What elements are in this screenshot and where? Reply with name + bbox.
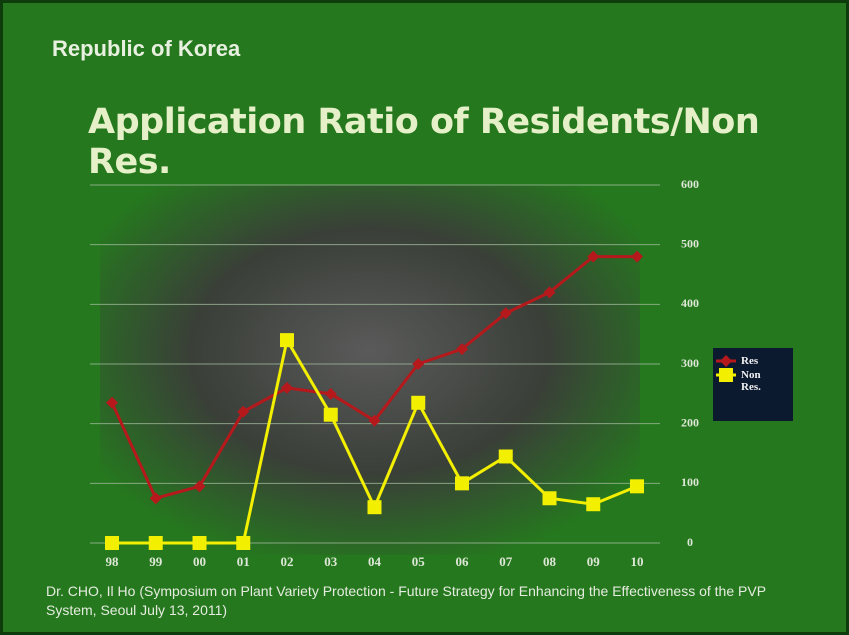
data-point [236, 536, 251, 550]
data-point [149, 492, 162, 505]
x-tick-label: 99 [149, 554, 163, 569]
data-point [368, 414, 381, 427]
y-tick-label: 300 [681, 356, 699, 370]
data-point [455, 476, 469, 491]
data-point [367, 500, 382, 515]
x-tick-label: 01 [237, 554, 250, 569]
subtitle: Republic of Korea [52, 36, 241, 61]
x-tick-label: 00 [193, 554, 206, 569]
chart-title: Application Ratio of Residents/Non Res. [88, 102, 760, 182]
data-point [193, 480, 206, 493]
x-tick-label: 04 [368, 554, 382, 569]
legend-label: Res [741, 355, 759, 367]
data-point [412, 358, 425, 370]
legend-marker [720, 355, 732, 367]
legend: Res Non Res. [713, 348, 793, 421]
data-point [105, 536, 119, 550]
data-point [148, 536, 163, 550]
data-point [192, 536, 207, 550]
x-tick-label: 03 [324, 554, 338, 569]
legend-marker [719, 368, 733, 382]
y-tick-label: 600 [681, 177, 699, 191]
data-point [543, 286, 556, 299]
data-point [237, 405, 250, 418]
data-point [106, 396, 118, 409]
data-point [630, 479, 644, 494]
data-point [323, 407, 338, 422]
y-tick-label: 0 [687, 535, 693, 549]
y-tick-label: 400 [681, 296, 699, 310]
x-tick-label: 06 [456, 554, 470, 569]
x-tick-label: 98 [106, 554, 120, 569]
data-point [631, 250, 643, 263]
data-point [542, 491, 557, 506]
data-point [280, 333, 294, 348]
legend-keys [716, 355, 736, 382]
legend-label: Non Res. [741, 369, 761, 393]
data-point [456, 343, 468, 356]
data-point [587, 250, 600, 263]
footer: Dr. CHO, Il Ho (Symposium on Plant Varie… [46, 583, 766, 618]
x-tick-label: 10 [631, 554, 644, 569]
x-tick-label: 07 [499, 554, 513, 569]
data-point [281, 381, 293, 394]
data-point [586, 497, 601, 512]
data-point [324, 387, 337, 400]
data-point [411, 395, 426, 410]
y-tick-label: 500 [681, 236, 699, 250]
x-tick-label: 02 [281, 554, 294, 569]
x-tick-label: 05 [412, 554, 426, 569]
data-point [499, 307, 512, 320]
y-tick-label: 200 [681, 415, 699, 429]
data-point [498, 449, 513, 464]
y-tick-label: 100 [681, 475, 699, 489]
x-tick-label: 08 [543, 554, 557, 569]
x-tick-label: 09 [587, 554, 601, 569]
